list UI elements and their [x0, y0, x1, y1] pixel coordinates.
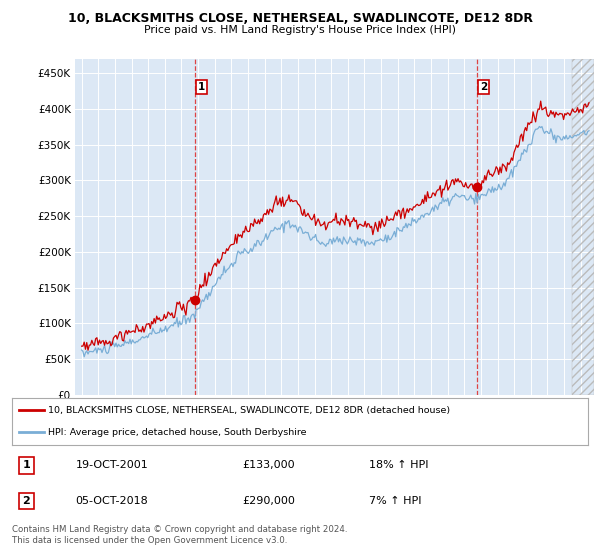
Text: 05-OCT-2018: 05-OCT-2018	[76, 496, 148, 506]
Text: HPI: Average price, detached house, South Derbyshire: HPI: Average price, detached house, Sout…	[48, 428, 306, 437]
Text: 1: 1	[198, 82, 205, 92]
Text: 7% ↑ HPI: 7% ↑ HPI	[369, 496, 422, 506]
Text: Price paid vs. HM Land Registry's House Price Index (HPI): Price paid vs. HM Land Registry's House …	[144, 25, 456, 35]
Text: 2: 2	[23, 496, 30, 506]
Text: £133,000: £133,000	[242, 460, 295, 470]
Text: 1: 1	[23, 460, 30, 470]
Text: 10, BLACKSMITHS CLOSE, NETHERSEAL, SWADLINCOTE, DE12 8DR (detached house): 10, BLACKSMITHS CLOSE, NETHERSEAL, SWADL…	[48, 406, 450, 415]
Text: Contains HM Land Registry data © Crown copyright and database right 2024.
This d: Contains HM Land Registry data © Crown c…	[12, 525, 347, 545]
Text: 19-OCT-2001: 19-OCT-2001	[76, 460, 148, 470]
Text: £290,000: £290,000	[242, 496, 295, 506]
Text: 10, BLACKSMITHS CLOSE, NETHERSEAL, SWADLINCOTE, DE12 8DR: 10, BLACKSMITHS CLOSE, NETHERSEAL, SWADL…	[67, 12, 533, 25]
Text: 2: 2	[480, 82, 487, 92]
Text: 18% ↑ HPI: 18% ↑ HPI	[369, 460, 428, 470]
